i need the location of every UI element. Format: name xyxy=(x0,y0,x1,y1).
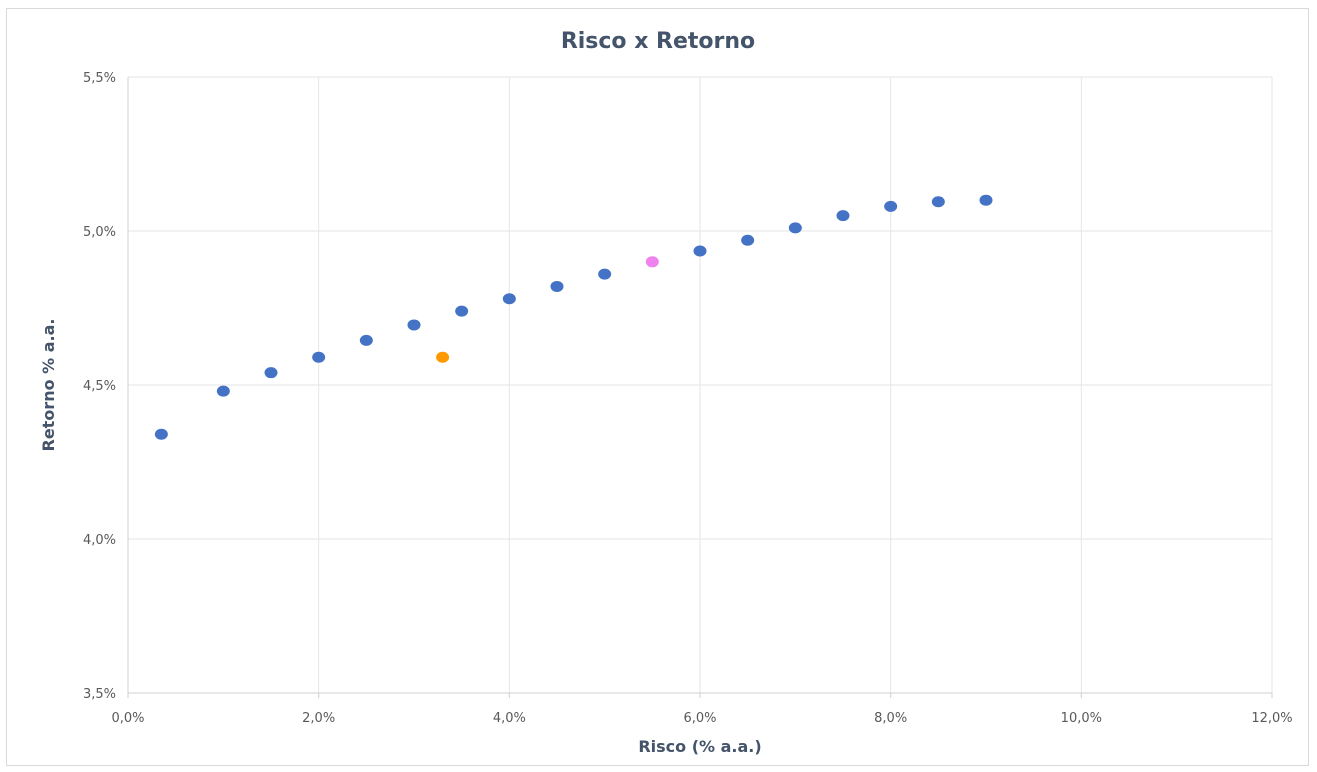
data-point xyxy=(598,269,611,280)
data-point xyxy=(155,429,168,440)
tick-labels: 3,5% 4,0% 4,5% 5,0% 5,5% 0,0% 2,0% 4,0% 6,0% 8,0%… xyxy=(83,71,1293,726)
x-tick-label: 6,0% xyxy=(683,711,716,726)
data-point xyxy=(884,201,897,212)
x-tick-label: 10,0% xyxy=(1061,711,1102,726)
data-point xyxy=(980,195,993,206)
data-point xyxy=(741,235,754,246)
y-tick-label: 4,0% xyxy=(83,533,116,548)
data-point xyxy=(455,306,468,317)
data-point xyxy=(360,335,373,346)
data-point xyxy=(932,196,945,207)
x-tick-label: 0,0% xyxy=(111,711,144,726)
y-tick-label: 5,5% xyxy=(83,71,116,86)
data-point xyxy=(646,256,659,267)
data-point xyxy=(436,352,449,363)
data-point xyxy=(551,281,564,292)
y-tick-label: 4,5% xyxy=(83,379,116,394)
grid-layer xyxy=(128,77,1272,693)
data-point xyxy=(789,222,802,233)
data-point xyxy=(217,386,230,397)
chart-title: Risco x Retorno xyxy=(561,29,755,54)
x-tick-label: 2,0% xyxy=(302,711,335,726)
data-point xyxy=(837,210,850,221)
y-tick-label: 5,0% xyxy=(83,225,116,240)
x-tick-label: 12,0% xyxy=(1251,711,1292,726)
x-axis-title: Risco (% a.a.) xyxy=(638,737,761,756)
data-point xyxy=(265,367,278,378)
data-point xyxy=(312,352,325,363)
data-point xyxy=(694,246,707,257)
y-tick-label: 3,5% xyxy=(83,687,116,702)
data-point xyxy=(503,293,516,304)
y-axis-title: Retorno % a.a. xyxy=(39,318,58,451)
x-tick-label: 8,0% xyxy=(874,711,907,726)
x-tick-label: 4,0% xyxy=(493,711,526,726)
data-point xyxy=(408,319,421,330)
